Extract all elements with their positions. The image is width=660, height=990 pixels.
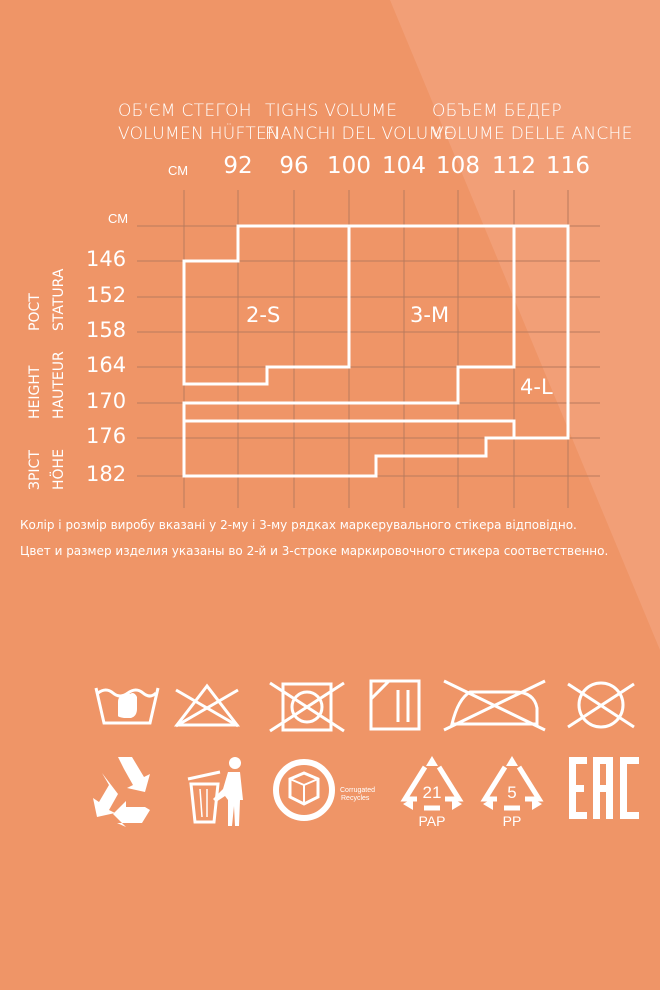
header-col2-line1: TIGHS VOLUME (265, 101, 398, 121)
do-not-tumble-dry-icon (269, 681, 345, 733)
y-tick-label: 170 (86, 389, 127, 413)
region-2-s-outline (182, 224, 351, 386)
recycle-icon (93, 757, 150, 827)
header-col3-line1: ОБЪЕМ БЕДЕР (432, 101, 562, 121)
y-tick-label: 182 (86, 462, 127, 486)
corrugated-text-1: Corrugated (340, 787, 375, 794)
region-4-l-outline (514, 224, 570, 440)
region-4-l-label: 4-L (520, 375, 553, 399)
pap-label: PAP (419, 813, 446, 829)
y-unit-label: СМ (108, 211, 129, 226)
region-2-s-label: 2-S (246, 303, 281, 327)
y-tick-label: 164 (86, 353, 127, 377)
dispose-in-bin-icon (187, 757, 243, 826)
pp-number: 5 (507, 783, 516, 802)
x-tick-label: 116 (546, 153, 590, 179)
do-not-dry-clean-icon (567, 681, 635, 729)
pp-5-icon: 5 PP (480, 756, 544, 829)
region-3-m-label: 3-M (410, 303, 450, 327)
x-tick-label: 92 (223, 153, 253, 179)
note-ukrainian: Колір і розмір виробу вказані у 2-му і 3… (20, 518, 577, 532)
y-tick-label: 146 (86, 247, 127, 271)
header-col3-line2: VOLUME DELLE ANCHE (432, 124, 633, 144)
y-tick-label: 176 (86, 424, 127, 448)
region-3-m-outline (182, 224, 516, 478)
header-col1-line2: VOLUMEN HÜFTEN (118, 124, 281, 144)
do-not-bleach-icon (173, 683, 241, 728)
note-russian: Цвет и размер изделия указаны во 2-й и 3… (20, 544, 609, 558)
header-col1-line1: ОБ'ЄМ СТЕГОН (118, 101, 252, 121)
hand-wash-icon (94, 687, 160, 725)
header-col2-line2: FIANCHI DEL VOLUME (265, 124, 455, 144)
y-tick-label: 152 (86, 283, 127, 307)
eac-mark-icon (569, 757, 639, 819)
x-tick-label: 104 (382, 153, 426, 179)
x-unit-label: СМ (168, 163, 189, 178)
y-tick-label: 158 (86, 318, 127, 342)
x-tick-label: 108 (436, 153, 480, 179)
pap-number: 21 (423, 783, 442, 802)
corrugated-text-2: Recycles (341, 795, 370, 802)
x-tick-label: 112 (492, 153, 536, 179)
corrugated-recycles-icon: Corrugated Recycles (273, 759, 375, 821)
x-tick-label: 100 (327, 153, 371, 179)
dry-flat-icon (369, 679, 421, 731)
pap-21-icon: 21 PAP (400, 756, 464, 829)
pp-label: PP (503, 813, 522, 829)
x-tick-label: 96 (279, 153, 309, 179)
do-not-iron-icon (443, 679, 546, 732)
